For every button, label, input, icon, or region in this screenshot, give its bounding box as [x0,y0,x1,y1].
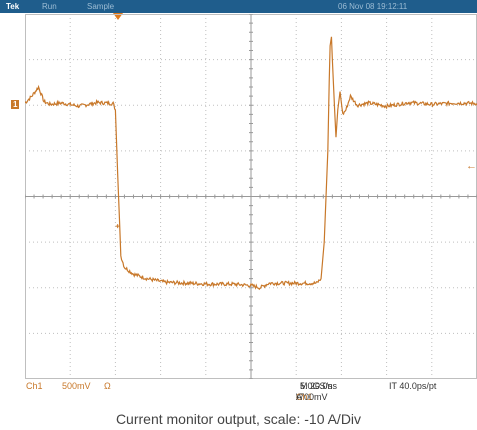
run-status: Run [42,2,57,11]
trigger-point-marker [115,224,120,229]
trigger-level-arrow-icon: ← [466,160,477,172]
scope-header-bar: Tek Run Sample 06 Nov 08 19:12:11 [0,0,477,13]
trigger-level: -700mV [296,392,328,402]
trace-layer [25,36,477,291]
volts-per-div: 500mV [62,381,91,391]
waveform-trace [25,36,477,291]
figure-caption: Current monitor output, scale: -10 A/Div [115,411,362,427]
graticule [25,14,477,379]
datetime-stamp: 06 Nov 08 19:12:11 [338,2,408,11]
acquisition-mode: Sample [87,2,115,11]
waveform-plot [25,14,477,379]
interpolation-readout: IT 40.0ps/pt [389,381,437,391]
scope-display [25,14,477,379]
trigger-prefix: A [296,392,303,402]
coupling-ohm-icon: Ω [104,381,111,391]
brand-label: Tek [6,2,20,11]
trigger-position-marker [113,13,123,20]
status-readout: Ch1 500mV Ω M 20.0ns 5.0GS/s IT 40.0ps/p… [0,380,477,410]
sample-rate: 5.0GS/s [300,381,333,391]
channel1-ground-marker: 1 [11,100,20,109]
channel-label: Ch1 [26,381,43,391]
time-per-div: M 20.0ns [300,381,338,391]
trigger-slope-icon: \ [296,392,299,402]
trigger-channel: Ch1 [296,392,313,402]
